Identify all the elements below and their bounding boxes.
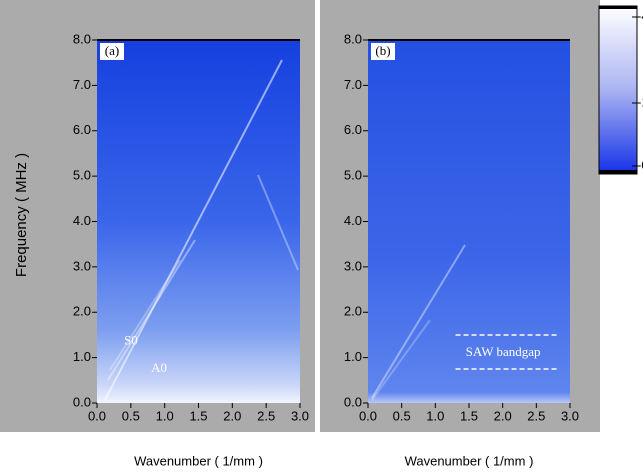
colorbar-edge bbox=[599, 6, 637, 9]
x-tick-label: 2.0 bbox=[223, 408, 241, 423]
panel-label-box bbox=[371, 43, 395, 60]
y-tick-label: 2.0 bbox=[73, 304, 91, 319]
dispersion-branch bbox=[104, 59, 283, 401]
y-tick-label: 6.0 bbox=[344, 122, 362, 137]
panel-label-box bbox=[100, 43, 124, 60]
y-tick-label: 1.0 bbox=[73, 349, 91, 364]
colorbar-label: -1 bbox=[637, 94, 643, 109]
dispersion-branch bbox=[107, 239, 196, 381]
x-tick-label: 2.5 bbox=[527, 408, 545, 423]
annotation: S0 bbox=[124, 333, 138, 348]
dispersion-branch bbox=[371, 244, 466, 399]
x-tick-label: 1.0 bbox=[156, 408, 174, 423]
x-tick-label: 0.0 bbox=[359, 408, 377, 423]
x-tick-label: 2.0 bbox=[494, 408, 512, 423]
y-tick-label: 8.0 bbox=[73, 31, 91, 46]
x-axis-label: Wavenumber ( 1/mm ) bbox=[405, 453, 534, 468]
y-tick-label: 7.0 bbox=[73, 77, 91, 92]
annotation: A0 bbox=[151, 360, 167, 375]
y-tick-label: 1.0 bbox=[344, 349, 362, 364]
dispersion-branch bbox=[257, 174, 299, 271]
dispersion-branch bbox=[109, 259, 181, 371]
y-tick-label: 2.0 bbox=[344, 304, 362, 319]
annotation: SAW bandgap bbox=[466, 344, 541, 359]
panel-label: (b) bbox=[375, 43, 390, 58]
x-tick-label: 1.0 bbox=[426, 408, 444, 423]
y-tick-label: 7.0 bbox=[344, 77, 362, 92]
colorbar-label: -4 bbox=[637, 8, 643, 23]
y-tick-label: 0.0 bbox=[344, 394, 362, 409]
x-tick-label: 0.5 bbox=[122, 408, 140, 423]
y-tick-label: 6.0 bbox=[73, 122, 91, 137]
panel-label: (a) bbox=[105, 43, 119, 58]
y-tick-label: 4.0 bbox=[73, 213, 91, 228]
y-tick-label: 0.0 bbox=[73, 394, 91, 409]
y-tick-label: 8.0 bbox=[344, 31, 362, 46]
colorbar-label: -0 bbox=[637, 157, 643, 172]
y-tick-label: 5.0 bbox=[73, 168, 91, 183]
dispersion-branch bbox=[371, 319, 431, 401]
colorbar-edge bbox=[599, 170, 637, 174]
x-tick-label: 3.0 bbox=[561, 408, 579, 423]
x-tick-label: 1.5 bbox=[460, 408, 478, 423]
x-tick-label: 1.5 bbox=[189, 408, 207, 423]
colorbar bbox=[598, 5, 638, 175]
x-tick-label: 3.0 bbox=[291, 408, 309, 423]
x-tick-label: 2.5 bbox=[257, 408, 275, 423]
y-tick-label: 3.0 bbox=[73, 258, 91, 273]
y-axis-label: Frequency ( MHz ) bbox=[13, 153, 30, 277]
y-tick-label: 4.0 bbox=[344, 213, 362, 228]
x-tick-label: 0.5 bbox=[393, 408, 411, 423]
y-tick-label: 5.0 bbox=[344, 168, 362, 183]
x-tick-label: 0.0 bbox=[88, 408, 106, 423]
y-tick-label: 3.0 bbox=[344, 258, 362, 273]
spectrogram bbox=[368, 40, 570, 403]
x-axis-label: Wavenumber ( 1/mm ) bbox=[134, 453, 263, 468]
